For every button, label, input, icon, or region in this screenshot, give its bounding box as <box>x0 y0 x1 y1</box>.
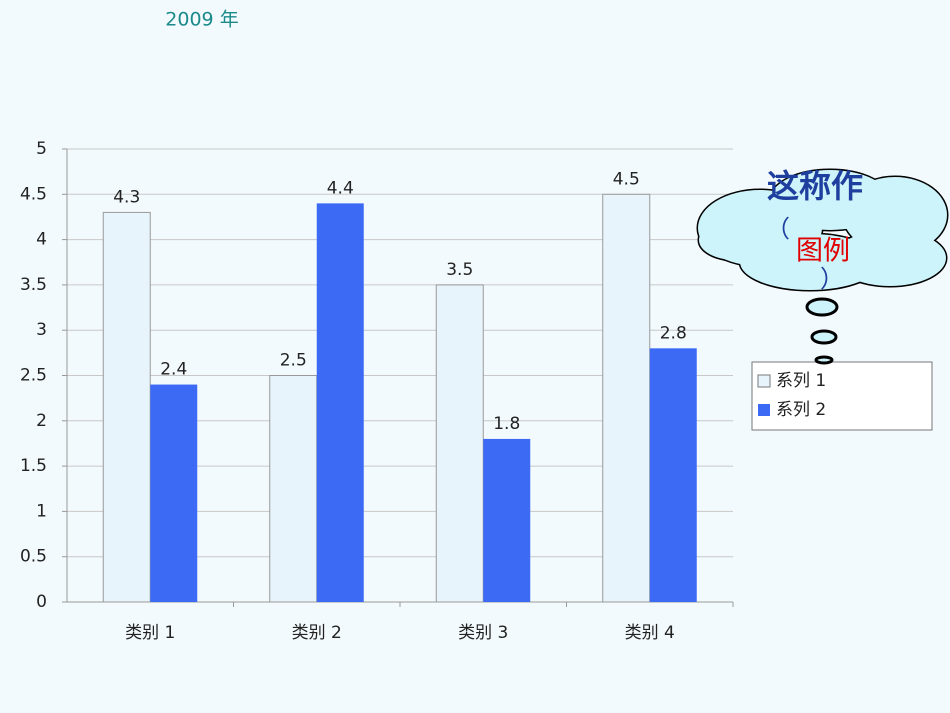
y-tick-label: 2 <box>36 411 47 431</box>
annotation-highlight: 图例 <box>796 236 850 267</box>
y-tick-label: 4.5 <box>20 184 47 204</box>
value-label: 2.8 <box>660 323 687 343</box>
value-label: 1.8 <box>493 414 520 434</box>
value-label: 4.3 <box>113 187 140 207</box>
bar <box>602 193 651 603</box>
legend-swatch <box>758 404 770 416</box>
bar <box>435 284 484 603</box>
legend-swatch <box>757 374 771 388</box>
legend-label: 系列 1 <box>776 371 826 391</box>
y-tick-label: 3 <box>36 320 47 340</box>
annotation-open: （ <box>766 215 790 243</box>
annotation-close: ） <box>820 265 844 293</box>
bar <box>102 211 151 603</box>
y-tick-label: 0 <box>36 592 47 612</box>
value-label: 4.4 <box>327 178 354 198</box>
value-label: 3.5 <box>446 260 473 280</box>
annotation-text: 这称作 <box>767 167 863 205</box>
chart-title: 2009 年 <box>165 9 238 31</box>
x-tick-label: 类别 4 <box>625 623 675 643</box>
value-label: 2.4 <box>160 360 187 380</box>
legend-callout: 这称作 （ 图例 ） <box>696 167 949 365</box>
value-label: 2.5 <box>280 351 307 371</box>
x-tick-label: 类别 2 <box>292 623 342 643</box>
y-tick-label: 1 <box>36 501 47 521</box>
y-tick-label: 2.5 <box>20 366 47 386</box>
x-tick-label: 类别 1 <box>125 623 175 643</box>
y-tick-label: 5 <box>36 139 47 159</box>
bar <box>483 438 531 602</box>
bar <box>649 348 697 602</box>
y-tick-label: 1.5 <box>20 456 47 476</box>
legend-box <box>751 361 933 431</box>
legend-label: 系列 2 <box>776 400 826 420</box>
x-tick-label: 类别 3 <box>458 623 508 643</box>
bar <box>316 203 364 603</box>
bar <box>150 384 198 602</box>
bar <box>269 375 318 603</box>
y-tick-label: 3.5 <box>20 275 47 295</box>
value-label: 4.5 <box>613 169 640 189</box>
y-tick-label: 4 <box>36 230 47 250</box>
y-tick-label: 0.5 <box>20 547 47 567</box>
